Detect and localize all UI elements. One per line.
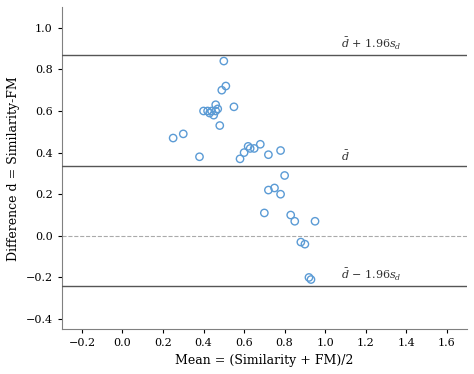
Point: [210, 112, 218, 118]
Point: [277, 191, 284, 197]
Point: [208, 108, 216, 114]
Point: [212, 108, 219, 114]
Text: $\bar{d}$ − 1.96$s_d$: $\bar{d}$ − 1.96$s_d$: [341, 267, 402, 283]
Point: [307, 276, 315, 282]
Point: [218, 87, 226, 93]
Point: [214, 106, 221, 112]
Point: [244, 143, 252, 149]
Point: [305, 275, 313, 280]
Point: [291, 218, 299, 224]
Point: [200, 108, 207, 114]
Point: [212, 102, 219, 108]
Point: [240, 150, 248, 156]
Point: [301, 241, 309, 247]
Point: [180, 131, 187, 137]
Point: [246, 145, 254, 151]
X-axis label: Mean = (Similarity + FM)/2: Mean = (Similarity + FM)/2: [175, 354, 354, 367]
Point: [169, 135, 177, 141]
Text: $\bar{d}$: $\bar{d}$: [341, 149, 350, 163]
Point: [311, 218, 319, 224]
Point: [277, 147, 284, 153]
Point: [236, 156, 244, 162]
Point: [250, 145, 258, 151]
Point: [206, 110, 213, 116]
Text: $\bar{d}$ + 1.96$s_d$: $\bar{d}$ + 1.96$s_d$: [341, 36, 402, 52]
Point: [216, 123, 224, 129]
Point: [281, 172, 288, 178]
Y-axis label: Difference d = Similarity-FM: Difference d = Similarity-FM: [7, 76, 20, 261]
Point: [204, 108, 211, 114]
Point: [264, 152, 272, 158]
Point: [230, 104, 238, 110]
Point: [261, 210, 268, 216]
Point: [271, 185, 278, 191]
Point: [297, 239, 305, 245]
Point: [196, 154, 203, 160]
Point: [264, 187, 272, 193]
Point: [220, 58, 228, 64]
Point: [287, 212, 294, 218]
Point: [256, 141, 264, 147]
Point: [222, 83, 229, 89]
